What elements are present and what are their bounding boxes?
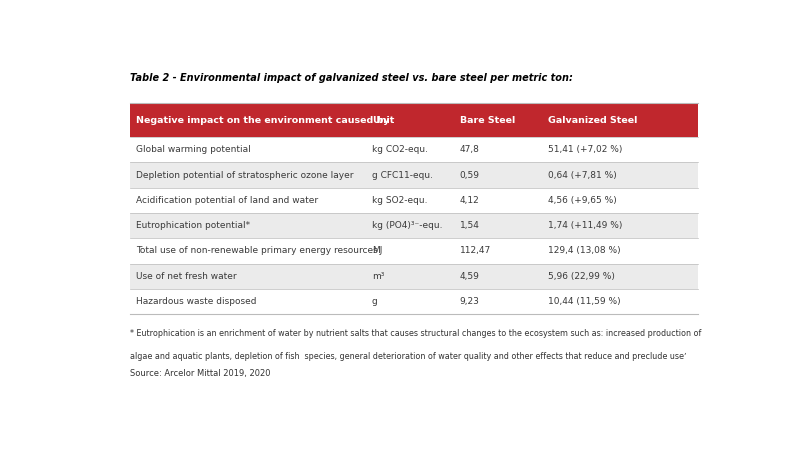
Text: MJ: MJ — [372, 247, 382, 256]
Bar — [130, 289, 698, 314]
Text: m³: m³ — [372, 272, 384, 281]
Text: 129,4 (13,08 %): 129,4 (13,08 %) — [548, 247, 620, 256]
Text: g: g — [372, 297, 378, 306]
Text: Unit: Unit — [372, 116, 394, 125]
Text: Total use of non-renewable primary energy resources: Total use of non-renewable primary energ… — [136, 247, 378, 256]
Bar — [130, 162, 698, 188]
Text: 1,74 (+11,49 %): 1,74 (+11,49 %) — [548, 221, 622, 230]
Bar — [130, 213, 698, 239]
Text: Hazardous waste disposed: Hazardous waste disposed — [136, 297, 257, 306]
Text: Galvanized Steel: Galvanized Steel — [548, 116, 637, 125]
Text: 0,64 (+7,81 %): 0,64 (+7,81 %) — [548, 171, 617, 180]
Bar — [130, 137, 698, 162]
Text: Acidification potential of land and water: Acidification potential of land and wate… — [136, 196, 318, 205]
Text: 51,41 (+7,02 %): 51,41 (+7,02 %) — [548, 145, 622, 154]
Text: 10,44 (11,59 %): 10,44 (11,59 %) — [548, 297, 620, 306]
Text: * Eutrophication is an enrichment of water by nutrient salts that causes structu: * Eutrophication is an enrichment of wat… — [130, 329, 701, 338]
Text: 4,56 (+9,65 %): 4,56 (+9,65 %) — [548, 196, 617, 205]
Text: kg CO2-equ.: kg CO2-equ. — [372, 145, 428, 154]
Bar — [130, 264, 698, 289]
Text: Negative impact on the environment caused by: Negative impact on the environment cause… — [136, 116, 390, 125]
Text: algae and aquatic plants, depletion of fish  species, general deterioration of w: algae and aquatic plants, depletion of f… — [130, 352, 686, 361]
Bar — [130, 103, 698, 137]
Text: kg SO2-equ.: kg SO2-equ. — [372, 196, 427, 205]
Text: 112,47: 112,47 — [460, 247, 491, 256]
Text: Depletion potential of stratospheric ozone layer: Depletion potential of stratospheric ozo… — [136, 171, 354, 180]
Text: 5,96 (22,99 %): 5,96 (22,99 %) — [548, 272, 614, 281]
Bar — [130, 238, 698, 264]
Text: Source: Arcelor Mittal 2019, 2020: Source: Arcelor Mittal 2019, 2020 — [130, 369, 270, 378]
Text: g CFC11-equ.: g CFC11-equ. — [372, 171, 433, 180]
Text: 9,23: 9,23 — [460, 297, 479, 306]
Text: Global warming potential: Global warming potential — [136, 145, 250, 154]
Text: 4,59: 4,59 — [460, 272, 479, 281]
Text: 4,12: 4,12 — [460, 196, 479, 205]
Text: 47,8: 47,8 — [460, 145, 479, 154]
Text: 1,54: 1,54 — [460, 221, 479, 230]
Text: Table 2 - Environmental impact of galvanized steel vs. bare steel per metric ton: Table 2 - Environmental impact of galvan… — [130, 73, 573, 83]
Bar — [130, 188, 698, 213]
Text: Use of net fresh water: Use of net fresh water — [136, 272, 237, 281]
Text: Eutrophication potential*: Eutrophication potential* — [136, 221, 250, 230]
Text: 0,59: 0,59 — [460, 171, 480, 180]
Text: kg (PO4)³⁻-equ.: kg (PO4)³⁻-equ. — [372, 221, 442, 230]
Text: Bare Steel: Bare Steel — [460, 116, 515, 125]
